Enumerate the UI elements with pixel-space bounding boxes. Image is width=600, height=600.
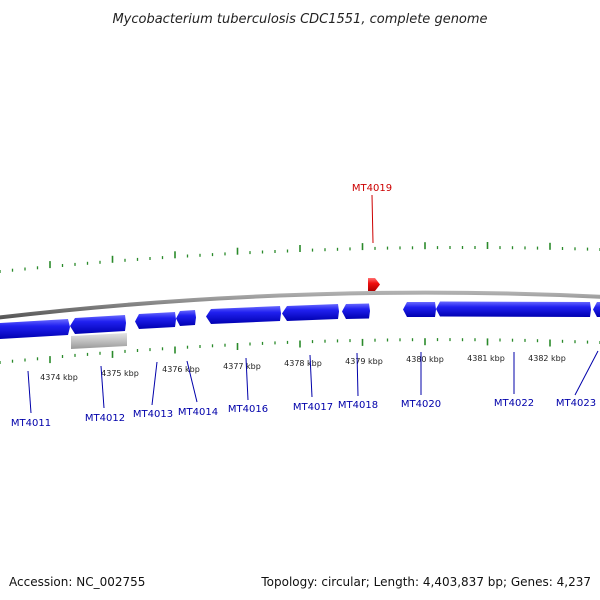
gene-arrow-mt4020[interactable] bbox=[403, 302, 436, 317]
gene-label-mt4017[interactable]: MT4017 bbox=[293, 402, 333, 413]
gene-label-mt4023[interactable]: MT4023 bbox=[556, 398, 596, 409]
gene-arrow-mt4014[interactable] bbox=[176, 310, 196, 326]
leader-line-mt4014 bbox=[186, 360, 198, 403]
leader-line-mt4013 bbox=[151, 361, 158, 406]
leader-line-mt4018 bbox=[356, 352, 359, 397]
gene-arrow-mt4022[interactable] bbox=[436, 301, 591, 318]
scale-label: 4379 kbp bbox=[345, 357, 383, 366]
gene-arrow-mt4019[interactable] bbox=[368, 278, 380, 291]
forward-tick-row bbox=[0, 242, 600, 273]
gene-label-mt4022[interactable]: MT4022 bbox=[494, 398, 534, 409]
scale-label: 4378 kbp bbox=[284, 359, 322, 368]
gene-leader-lines bbox=[27, 194, 599, 414]
gene-label-mt4018[interactable]: MT4018 bbox=[338, 400, 378, 411]
map-title: Mycobacterium tuberculosis CDC1551, comp… bbox=[112, 12, 487, 27]
leader-line-mt4023 bbox=[574, 350, 599, 396]
accession-text: Accession: NC_002755 bbox=[9, 575, 145, 589]
scale-label: 4375 kbp bbox=[101, 369, 139, 378]
gene-arrow-mt4011[interactable] bbox=[0, 319, 70, 339]
leader-line-mt4017 bbox=[309, 354, 313, 398]
scale-label: 4382 kbp bbox=[528, 354, 566, 363]
gene-label-mt4012[interactable]: MT4012 bbox=[85, 413, 125, 424]
leader-line-mt4011 bbox=[27, 370, 32, 414]
gene-arrow-mt4012[interactable] bbox=[70, 315, 126, 334]
scale-label: 4380 kbp bbox=[406, 355, 444, 364]
scale-label: 4377 kbp bbox=[223, 362, 261, 371]
gene-arrow-mt4017[interactable] bbox=[282, 304, 339, 321]
gene-label-mt4019[interactable]: MT4019 bbox=[352, 183, 392, 194]
leader-line-mt4019 bbox=[371, 194, 374, 244]
scale-label: 4374 kbp bbox=[40, 373, 78, 382]
gene-label-mt4016[interactable]: MT4016 bbox=[228, 404, 268, 415]
gene-arrow-mt4016[interactable] bbox=[206, 306, 281, 324]
gene-label-mt4013[interactable]: MT4013 bbox=[133, 409, 173, 420]
scale-label: 4381 kbp bbox=[467, 354, 505, 363]
gene-arrow-mt4023[interactable] bbox=[593, 302, 600, 317]
scale-tick-row bbox=[0, 338, 600, 364]
genome-summary-text: Topology: circular; Length: 4,403,837 bp… bbox=[260, 575, 591, 589]
genome-backbone bbox=[0, 290, 600, 320]
gene-arrow-mt4013[interactable] bbox=[135, 312, 176, 329]
gene-label-mt4020[interactable]: MT4020 bbox=[401, 399, 441, 410]
leader-line-mt4016 bbox=[245, 357, 249, 401]
gene-label-mt4014[interactable]: MT4014 bbox=[178, 407, 218, 418]
other-feature-near-mt4012[interactable] bbox=[71, 333, 127, 349]
gene-arrow-mt4018[interactable] bbox=[342, 303, 370, 320]
gene-label-mt4011[interactable]: MT4011 bbox=[11, 418, 51, 429]
scale-label: 4376 kbp bbox=[162, 365, 200, 374]
leader-line-mt4012 bbox=[100, 365, 105, 409]
